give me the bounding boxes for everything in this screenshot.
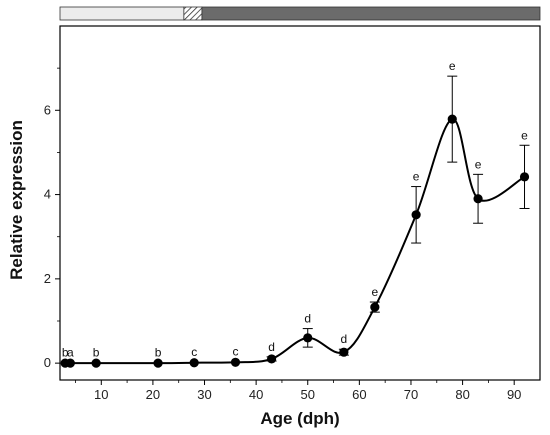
significance-letter: e xyxy=(413,170,420,184)
significance-letter: e xyxy=(371,285,378,299)
significance-letter: e xyxy=(475,157,482,171)
data-point xyxy=(370,302,380,312)
data-point xyxy=(267,354,277,364)
significance-letter: d xyxy=(341,332,348,346)
y-tick-label: 4 xyxy=(44,187,51,202)
significance-letter: c xyxy=(232,344,238,358)
data-point xyxy=(230,357,241,367)
plot-frame xyxy=(59,25,541,381)
x-tick-label: 60 xyxy=(352,387,366,402)
stage-segment-3 xyxy=(201,6,541,21)
significance-letter: e xyxy=(521,128,528,142)
x-tick-label: 90 xyxy=(507,387,521,402)
data-point xyxy=(519,172,530,182)
stage-segment-1 xyxy=(59,6,185,21)
data-points xyxy=(60,114,530,368)
x-tick-label: 50 xyxy=(301,387,315,402)
x-tick-label: 20 xyxy=(146,387,160,402)
x-tick-label: 70 xyxy=(404,387,418,402)
x-tick-label: 80 xyxy=(455,387,469,402)
data-point xyxy=(189,358,199,368)
significance-letter: a xyxy=(67,345,74,359)
y-axis: 0 2 4 6 xyxy=(44,67,60,370)
data-point xyxy=(411,210,421,220)
significance-letter: b xyxy=(93,345,100,359)
data-point xyxy=(303,333,313,343)
significance-letter: b xyxy=(155,345,162,359)
developmental-stage-bar xyxy=(59,6,541,21)
x-tick-label: 10 xyxy=(94,387,108,402)
data-point xyxy=(447,114,457,124)
x-axis-title: Age (dph) xyxy=(260,409,339,428)
y-tick-label: 0 xyxy=(44,355,51,370)
significance-letter: c xyxy=(191,345,197,359)
data-point xyxy=(153,358,163,368)
y-tick-label: 6 xyxy=(44,102,51,117)
significance-letter: d xyxy=(268,340,275,354)
x-tick-label: 30 xyxy=(197,387,211,402)
y-tick-label: 2 xyxy=(44,271,51,286)
stage-segment-2 xyxy=(183,6,203,21)
data-point xyxy=(91,358,101,368)
x-axis: 10 20 30 40 50 60 70 80 90 xyxy=(75,380,521,402)
y-axis-title: Relative expression xyxy=(7,120,26,280)
expression-curve xyxy=(65,118,526,365)
significance-letter: b xyxy=(62,345,69,359)
data-point xyxy=(65,358,75,368)
x-tick-label: 40 xyxy=(249,387,263,402)
data-point xyxy=(473,194,483,204)
significance-letter: d xyxy=(304,312,311,326)
data-point xyxy=(339,347,349,357)
significance-letter: e xyxy=(449,59,456,73)
